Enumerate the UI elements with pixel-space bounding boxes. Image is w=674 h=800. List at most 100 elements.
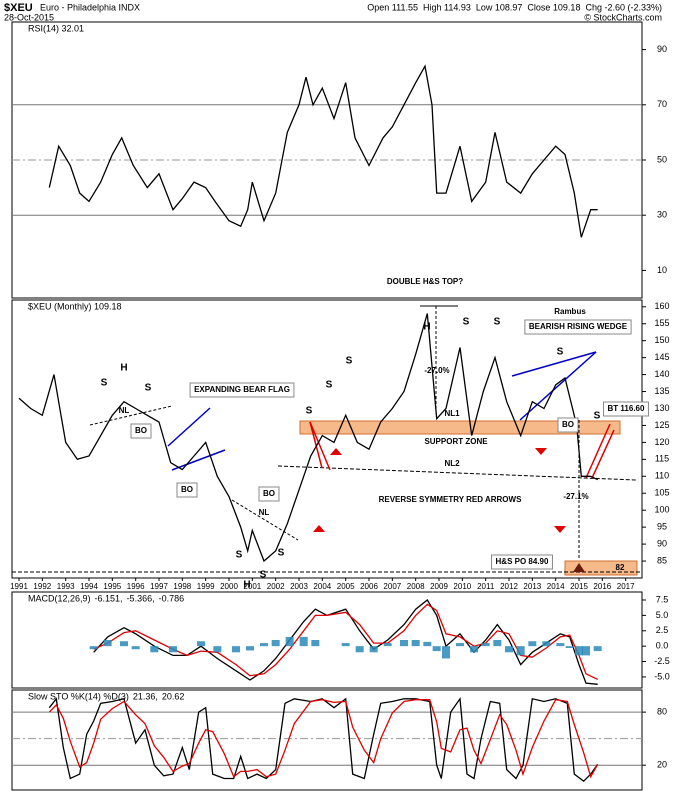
annotation: REVERSE SYMMETRY RED ARROWS bbox=[379, 495, 522, 504]
histogram-bar bbox=[260, 643, 268, 647]
histogram-bar bbox=[271, 640, 280, 647]
panel-title: $XEU (Monthly) 109.18 bbox=[28, 301, 122, 311]
x-tick-label: 2012 bbox=[500, 582, 518, 591]
annotation-box bbox=[176, 482, 198, 498]
annotation: BEARISH RISING WEDGE bbox=[529, 322, 628, 331]
annotation: BO bbox=[263, 489, 275, 498]
annotation: Rambus bbox=[554, 307, 586, 316]
panel-title: RSI(14) 32.01 bbox=[28, 23, 84, 33]
histogram-bar bbox=[411, 640, 420, 647]
annotation: H&S PO 84.90 bbox=[496, 557, 549, 566]
arrow-down bbox=[554, 526, 566, 533]
source: © StockCharts.com bbox=[584, 12, 662, 22]
arrow-up bbox=[313, 525, 325, 532]
x-tick-label: 2017 bbox=[617, 582, 635, 591]
y-tick-label: 90 bbox=[657, 538, 667, 548]
annotation-box bbox=[603, 401, 649, 417]
y-tick-label: 125 bbox=[654, 420, 669, 430]
annotation-box bbox=[258, 486, 280, 502]
wedge-line bbox=[519, 351, 597, 421]
annotation: BO bbox=[562, 420, 574, 429]
annotation: NL2 bbox=[444, 459, 460, 468]
panel bbox=[11, 299, 643, 579]
annotation-box bbox=[130, 423, 152, 439]
index-name: Euro - Philadelphia INDX bbox=[40, 2, 140, 12]
x-tick-label: 1996 bbox=[127, 582, 145, 591]
x-tick-label: 1998 bbox=[173, 582, 191, 591]
histogram-bar bbox=[169, 646, 177, 653]
histogram-bar bbox=[311, 640, 320, 647]
histogram-bar bbox=[493, 640, 502, 647]
histogram-bar bbox=[120, 641, 128, 647]
wedge-line bbox=[511, 351, 597, 377]
arrow-up bbox=[330, 448, 342, 455]
annotation-box bbox=[557, 417, 579, 433]
panel-title: 21.36, bbox=[133, 691, 158, 701]
y-tick-label: 0.0 bbox=[656, 641, 669, 651]
panel bbox=[11, 689, 643, 791]
y-tick-label: 160 bbox=[654, 301, 669, 311]
annotation: S bbox=[594, 411, 601, 422]
annotation: S bbox=[236, 550, 243, 561]
histogram-bar bbox=[556, 643, 565, 647]
histogram-bar bbox=[232, 646, 240, 653]
x-tick-label: 1993 bbox=[57, 582, 75, 591]
panel-title: Slow STO %K(14) %D(3) bbox=[28, 691, 129, 701]
y-tick-label: 155 bbox=[654, 318, 669, 328]
y-tick-label: 120 bbox=[654, 437, 669, 447]
annotation: S bbox=[463, 317, 470, 328]
histogram-bar bbox=[369, 646, 378, 653]
histogram-bar bbox=[593, 646, 602, 652]
x-tick-label: 2007 bbox=[383, 582, 401, 591]
panel-title: -5.366, bbox=[127, 593, 155, 603]
annotation: BT 116.60 bbox=[608, 404, 645, 413]
x-tick-label: 2010 bbox=[453, 582, 471, 591]
x-tick-label: 2004 bbox=[313, 582, 331, 591]
series-line bbox=[93, 603, 598, 680]
histogram-bar bbox=[400, 640, 408, 647]
y-tick-label: 5.0 bbox=[656, 610, 669, 620]
histogram-bar bbox=[456, 643, 464, 647]
histogram-bar bbox=[481, 643, 490, 647]
x-tick-label: 2009 bbox=[430, 582, 448, 591]
trendline bbox=[167, 407, 211, 447]
arrow-up bbox=[573, 563, 585, 572]
x-tick-label: 1997 bbox=[150, 582, 168, 591]
y-tick-label: 105 bbox=[654, 488, 669, 498]
y-tick-label: 150 bbox=[654, 335, 669, 345]
annotation: S bbox=[346, 356, 353, 367]
annotation-box bbox=[491, 554, 553, 570]
panel-title: 20.62 bbox=[162, 691, 185, 701]
histogram-bar bbox=[582, 646, 590, 656]
histogram-bar bbox=[575, 646, 583, 656]
arrow-down bbox=[535, 448, 547, 455]
annotation: S bbox=[494, 317, 501, 328]
annotation: NL bbox=[259, 508, 270, 517]
quote: Open 111.55 bbox=[367, 2, 418, 12]
y-tick-label: 115 bbox=[655, 454, 669, 464]
quote: Chg -2.60 (-2.33%) bbox=[585, 2, 662, 12]
annotation: SUPPORT ZONE bbox=[424, 437, 488, 446]
red-line bbox=[585, 423, 611, 479]
annotation: DOUBLE H&S TOP? bbox=[387, 277, 463, 286]
annotation: S bbox=[260, 570, 267, 581]
y-tick-label: -5.0 bbox=[654, 671, 670, 681]
histogram-bar bbox=[516, 646, 525, 656]
red-line bbox=[309, 421, 323, 469]
x-tick-label: 2011 bbox=[477, 582, 495, 591]
trendline bbox=[171, 449, 226, 471]
y-tick-label: 110 bbox=[655, 471, 669, 481]
annotation: EXPANDING BEAR FLAG bbox=[194, 385, 290, 394]
annotation: S bbox=[306, 406, 313, 417]
y-tick-label: 50 bbox=[657, 154, 667, 164]
x-tick-label: 2000 bbox=[220, 582, 238, 591]
histogram-bar bbox=[246, 646, 254, 651]
date: 28-Oct-2015 bbox=[4, 12, 54, 22]
y-tick-label: -2.5 bbox=[654, 656, 670, 666]
quote: Low 108.97 bbox=[476, 2, 523, 12]
histogram-bar bbox=[103, 640, 112, 647]
x-tick-label: 2005 bbox=[337, 582, 355, 591]
histogram-bar bbox=[299, 636, 308, 647]
y-tick-label: 140 bbox=[654, 369, 669, 379]
